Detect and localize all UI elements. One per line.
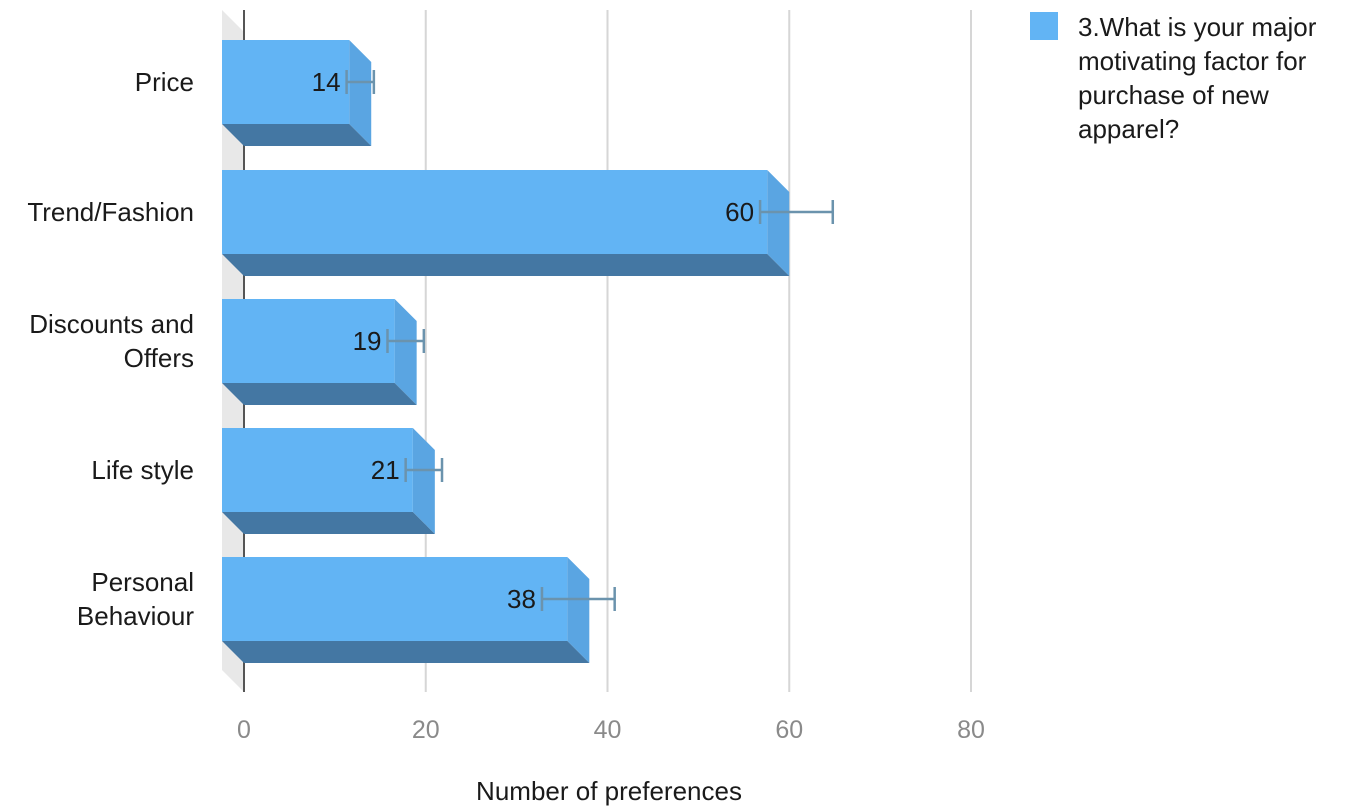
category-label-line: Personal — [91, 567, 194, 597]
data-labels: 14 60 19 21 38 — [312, 67, 754, 614]
bar — [222, 40, 372, 146]
bar-bottom — [222, 512, 435, 534]
category-label: Life style — [91, 455, 194, 485]
data-label: 60 — [725, 197, 754, 227]
data-label: 19 — [353, 326, 382, 356]
category-label-line: Behaviour — [77, 601, 194, 631]
bar-front — [222, 557, 568, 641]
x-tick-label: 60 — [775, 716, 803, 744]
category-label: Price — [135, 67, 194, 97]
bar-front — [222, 170, 768, 254]
legend-swatch — [1030, 12, 1058, 40]
legend: 3.What is your major motivating factor fo… — [1030, 12, 1317, 144]
category-label-line: Price — [135, 67, 194, 97]
category-label-line: Life style — [91, 455, 194, 485]
legend-text-line: motivating factor for — [1078, 46, 1307, 76]
error-bars — [345, 70, 835, 611]
category-labels: Price Trend/Fashion Discounts and Offers Lif… — [27, 67, 194, 631]
data-label: 38 — [507, 584, 536, 614]
bar-side — [412, 428, 435, 534]
bar-front — [222, 428, 413, 512]
x-tick-label: 40 — [594, 716, 622, 744]
data-label: 14 — [312, 67, 341, 97]
error-bar — [758, 200, 835, 224]
bar — [222, 170, 790, 276]
category-label: Trend/Fashion — [27, 197, 194, 227]
bar-bottom — [222, 383, 417, 405]
bar — [222, 428, 435, 534]
category-label: Personal Behaviour — [77, 567, 194, 631]
bar — [222, 299, 417, 405]
error-bar — [345, 70, 376, 94]
bar-front — [222, 299, 395, 383]
x-tick-label: 0 — [237, 716, 251, 744]
category-label-line: Trend/Fashion — [27, 197, 194, 227]
legend-text-line: apparel? — [1078, 114, 1179, 144]
data-label: 21 — [371, 455, 400, 485]
bar-bottom — [222, 124, 372, 146]
x-tick-label: 80 — [957, 716, 985, 744]
category-label-line: Offers — [124, 343, 194, 373]
category-label: Discounts and Offers — [29, 309, 194, 373]
category-label-line: Discounts and — [29, 309, 194, 339]
bar-side — [394, 299, 417, 405]
x-tick-label: 20 — [412, 716, 440, 744]
bar-side — [349, 40, 372, 146]
bar-front — [222, 40, 350, 124]
x-axis-title: Number of preferences — [476, 776, 742, 806]
bar-side — [567, 557, 590, 663]
legend-label: 3.What is your major motivating factor fo… — [1078, 12, 1317, 144]
legend-text-line: 3.What is your major — [1078, 12, 1317, 42]
legend-text-line: purchase of new — [1078, 80, 1269, 110]
x-tick-labels: 0 20 40 60 80 — [237, 716, 985, 744]
error-bar — [540, 587, 616, 611]
bar-bottom — [222, 641, 590, 663]
bars — [222, 40, 790, 663]
bar — [222, 557, 590, 663]
legend-text: 3.What is your major motivating factor fo… — [1078, 12, 1317, 144]
error-bar — [386, 329, 426, 353]
error-bar — [404, 458, 444, 482]
bar-bottom — [222, 254, 790, 276]
bar-side — [767, 170, 790, 276]
